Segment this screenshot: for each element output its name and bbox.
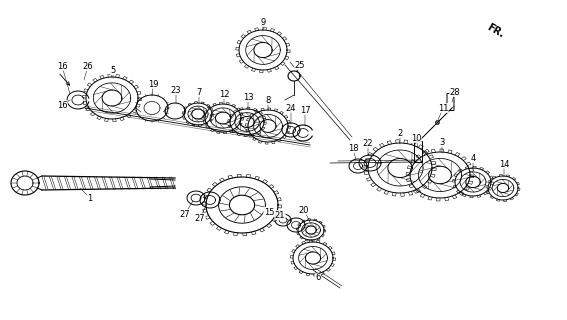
Text: 28: 28: [450, 87, 460, 97]
Text: 26: 26: [83, 61, 94, 70]
Text: FR.: FR.: [485, 22, 506, 40]
Text: 23: 23: [171, 85, 181, 94]
Text: 12: 12: [219, 90, 229, 99]
Text: 11: 11: [438, 103, 448, 113]
Text: 2: 2: [397, 129, 403, 138]
Text: 16: 16: [57, 61, 67, 70]
Text: 1: 1: [87, 194, 92, 203]
Text: 14: 14: [499, 159, 509, 169]
Text: 9: 9: [260, 18, 265, 27]
Text: 17: 17: [300, 106, 310, 115]
Text: 16: 16: [57, 100, 67, 109]
FancyBboxPatch shape: [447, 93, 454, 110]
FancyBboxPatch shape: [414, 141, 422, 163]
Text: 24: 24: [286, 103, 296, 113]
Text: 10: 10: [411, 133, 421, 142]
Text: 6: 6: [315, 274, 321, 283]
Text: 20: 20: [299, 205, 309, 214]
Text: 18: 18: [348, 143, 358, 153]
Text: 5: 5: [111, 66, 116, 75]
Text: 21: 21: [275, 211, 285, 220]
Text: 4: 4: [471, 154, 476, 163]
Text: 3: 3: [439, 138, 445, 147]
Text: 25: 25: [295, 60, 305, 69]
Text: 22: 22: [363, 139, 373, 148]
Text: 27: 27: [180, 210, 191, 219]
Text: 27: 27: [194, 213, 205, 222]
Text: 8: 8: [265, 95, 270, 105]
Text: 15: 15: [264, 207, 274, 217]
Text: 19: 19: [148, 79, 158, 89]
Text: 7: 7: [196, 87, 202, 97]
Text: 13: 13: [243, 92, 253, 101]
